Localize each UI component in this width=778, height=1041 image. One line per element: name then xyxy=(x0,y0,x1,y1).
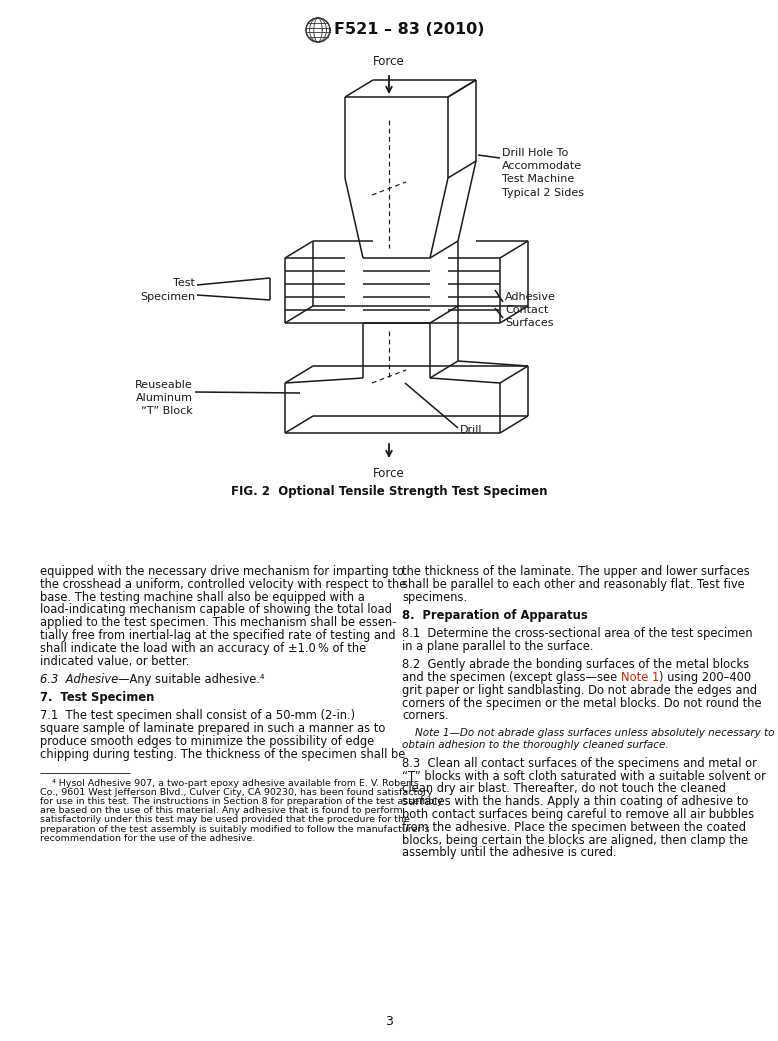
Text: for use in this test. The instructions in Section 8 for preparation of the test : for use in this test. The instructions i… xyxy=(40,797,443,806)
Text: are based on the use of this material. Any adhesive that is found to perform: are based on the use of this material. A… xyxy=(40,806,403,815)
Text: ⁴ Hysol Adhesive 907, a two-part epoxy adhesive available from E. V. Roberts: ⁴ Hysol Adhesive 907, a two-part epoxy a… xyxy=(40,779,419,788)
Text: corners.: corners. xyxy=(402,710,449,722)
Text: FIG. 2  Optional Tensile Strength Test Specimen: FIG. 2 Optional Tensile Strength Test Sp… xyxy=(231,485,547,498)
Text: square sample of laminate prepared in such a manner as to: square sample of laminate prepared in su… xyxy=(40,722,385,735)
Text: and the specimen (except glass—see: and the specimen (except glass—see xyxy=(402,671,621,684)
Text: applied to the test specimen. This mechanism shall be essen-: applied to the test specimen. This mecha… xyxy=(40,616,396,629)
Text: corners of the specimen or the metal blocks. Do not round the: corners of the specimen or the metal blo… xyxy=(402,696,762,710)
Text: base. The testing machine shall also be equipped with a: base. The testing machine shall also be … xyxy=(40,590,365,604)
Text: Test
Specimen: Test Specimen xyxy=(140,278,195,302)
Text: shall be parallel to each other and reasonably flat. Test five: shall be parallel to each other and reas… xyxy=(402,578,745,591)
Text: 8.1  Determine the cross-sectional area of the test specimen: 8.1 Determine the cross-sectional area o… xyxy=(402,627,752,640)
Text: 7.1  The test specimen shall consist of a 50-mm (2-in.): 7.1 The test specimen shall consist of a… xyxy=(40,710,355,722)
Text: in a plane parallel to the surface.: in a plane parallel to the surface. xyxy=(402,640,594,653)
Text: assembly until the adhesive is cured.: assembly until the adhesive is cured. xyxy=(402,846,617,860)
Text: grit paper or light sandblasting. Do not abrade the edges and: grit paper or light sandblasting. Do not… xyxy=(402,684,757,696)
Text: obtain adhesion to the thoroughly cleaned surface.: obtain adhesion to the thoroughly cleane… xyxy=(402,739,668,750)
Text: Drill: Drill xyxy=(460,425,482,435)
Text: 7.  Test Specimen: 7. Test Specimen xyxy=(40,691,154,704)
Text: load-indicating mechanism capable of showing the total load: load-indicating mechanism capable of sho… xyxy=(40,604,392,616)
Text: preparation of the test assembly is suitably modified to follow the manufacturer: preparation of the test assembly is suit… xyxy=(40,824,429,834)
Text: 8.2  Gently abrade the bonding surfaces of the metal blocks: 8.2 Gently abrade the bonding surfaces o… xyxy=(402,658,749,671)
Text: Note 1: Note 1 xyxy=(621,671,659,684)
Text: both contact surfaces being careful to remove all air bubbles: both contact surfaces being careful to r… xyxy=(402,808,754,821)
Text: Note 1—Do not abrade glass surfaces unless absolutely necessary to: Note 1—Do not abrade glass surfaces unle… xyxy=(402,728,775,738)
Text: specimens.: specimens. xyxy=(402,590,467,604)
Text: clean dry air blast. Thereafter, do not touch the cleaned: clean dry air blast. Thereafter, do not … xyxy=(402,783,726,795)
Text: chipping during testing. The thickness of the specimen shall be: chipping during testing. The thickness o… xyxy=(40,747,405,761)
Text: Force: Force xyxy=(373,467,405,480)
Text: ) using 200–400: ) using 200–400 xyxy=(659,671,752,684)
Text: indicated value, or better.: indicated value, or better. xyxy=(40,655,189,667)
Text: recommendation for the use of the adhesive.: recommendation for the use of the adhesi… xyxy=(40,834,255,843)
Text: 6.3  Adhesive: 6.3 Adhesive xyxy=(40,672,118,686)
Text: blocks, being certain the blocks are aligned, then clamp the: blocks, being certain the blocks are ali… xyxy=(402,834,748,846)
Text: the thickness of the laminate. The upper and lower surfaces: the thickness of the laminate. The upper… xyxy=(402,565,750,578)
Text: produce smooth edges to minimize the possibility of edge: produce smooth edges to minimize the pos… xyxy=(40,735,374,748)
Text: Force: Force xyxy=(373,55,405,68)
Text: 8.3  Clean all contact surfaces of the specimens and metal or: 8.3 Clean all contact surfaces of the sp… xyxy=(402,757,757,770)
Text: equipped with the necessary drive mechanism for imparting to: equipped with the necessary drive mechan… xyxy=(40,565,404,578)
Text: —Any suitable adhesive.⁴: —Any suitable adhesive.⁴ xyxy=(118,672,265,686)
Text: Co., 9601 West Jefferson Blvd., Culver City, CA 90230, has been found satisfacto: Co., 9601 West Jefferson Blvd., Culver C… xyxy=(40,788,433,796)
Text: F521 – 83 (2010): F521 – 83 (2010) xyxy=(334,23,485,37)
Text: Adhesive
Contact
Surfaces: Adhesive Contact Surfaces xyxy=(505,291,555,328)
Text: the crosshead a uniform, controlled velocity with respect to the: the crosshead a uniform, controlled velo… xyxy=(40,578,406,591)
Text: tially free from inertial-lag at the specified rate of testing and: tially free from inertial-lag at the spe… xyxy=(40,629,395,642)
Text: “T” blocks with a soft cloth saturated with a suitable solvent or: “T” blocks with a soft cloth saturated w… xyxy=(402,769,766,783)
Text: surfaces with the hands. Apply a thin coating of adhesive to: surfaces with the hands. Apply a thin co… xyxy=(402,795,748,808)
Text: Drill Hole To
Accommodate
Test Machine
Typical 2 Sides: Drill Hole To Accommodate Test Machine T… xyxy=(502,148,584,198)
Text: 8.  Preparation of Apparatus: 8. Preparation of Apparatus xyxy=(402,609,587,621)
Text: satisfactorily under this test may be used provided that the procedure for the: satisfactorily under this test may be us… xyxy=(40,815,410,824)
Text: Reuseable
Aluminum
“T” Block: Reuseable Aluminum “T” Block xyxy=(135,380,193,416)
Text: shall indicate the load with an accuracy of ±1.0 % of the: shall indicate the load with an accuracy… xyxy=(40,642,366,655)
Text: from the adhesive. Place the specimen between the coated: from the adhesive. Place the specimen be… xyxy=(402,821,746,834)
Text: 3: 3 xyxy=(385,1015,393,1029)
